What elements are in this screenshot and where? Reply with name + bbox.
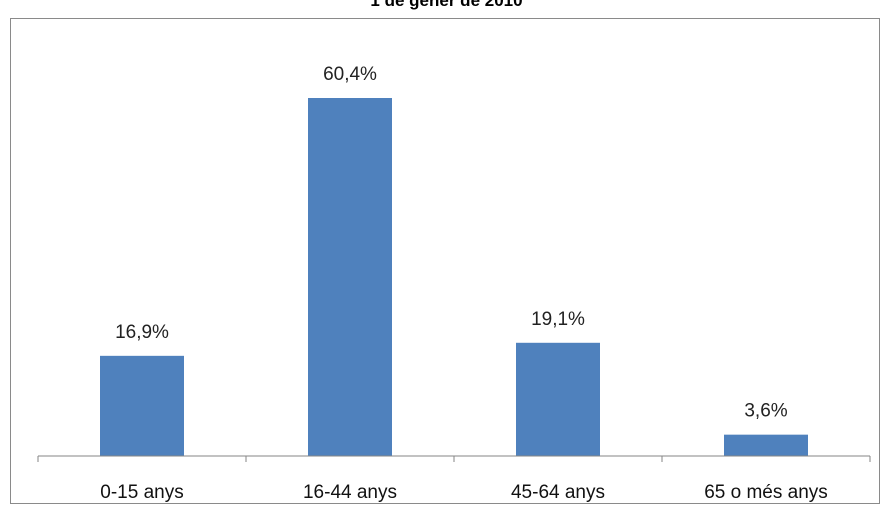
data-label-1: 16,9%	[115, 322, 169, 343]
data-label-4: 3,6%	[744, 401, 787, 422]
data-label-3: 19,1%	[531, 309, 585, 330]
bar-2	[308, 98, 392, 456]
x-axis	[37, 455, 871, 462]
category-label-1: 0-15 anys	[100, 482, 183, 503]
chart-title: 1 de gener de 2010	[370, 0, 523, 10]
bar-3	[516, 342, 600, 456]
labels-group: 16,9% 0-15 anys 60,4% 16-44 anys 19,1% 45-64 …	[100, 64, 828, 503]
bar-1	[100, 355, 184, 456]
data-label-2: 60,4%	[323, 64, 377, 85]
category-label-3: 45-64 anys	[511, 482, 605, 503]
bars-group	[100, 98, 808, 456]
category-label-4: 65 o més anys	[704, 482, 828, 503]
bar-4	[724, 434, 808, 456]
chart-frame	[10, 18, 880, 504]
category-label-2: 16-44 anys	[303, 482, 397, 503]
